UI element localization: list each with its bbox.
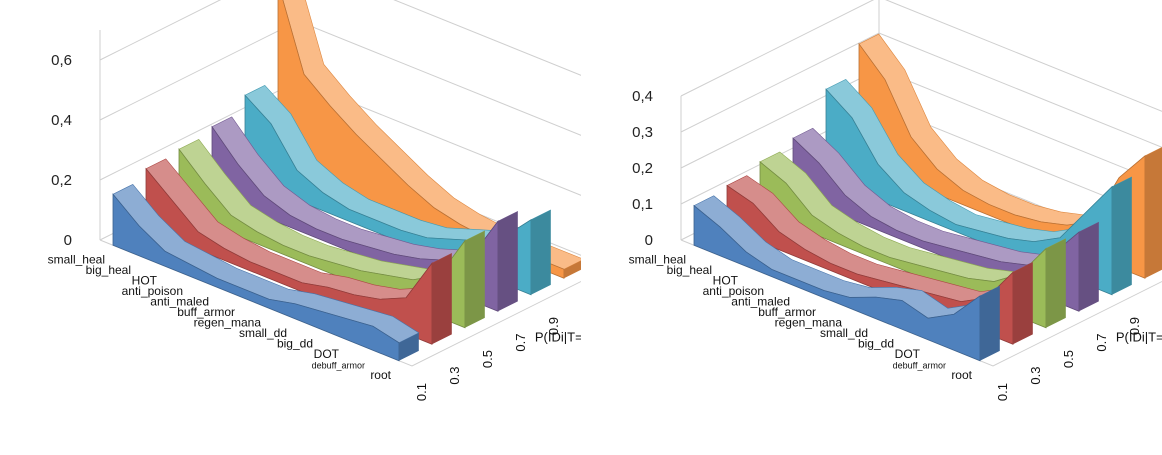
ribbon-end [1112, 176, 1132, 295]
y-tick-label: 0 [64, 232, 72, 249]
category-label: anti_poison [122, 284, 183, 298]
series-ribbon [112, 183, 420, 362]
depth-label: 0.7 [1094, 334, 1109, 352]
depth-label: 0.7 [513, 334, 528, 352]
ribbon-end [465, 230, 485, 328]
category-label: regen_mana [775, 315, 843, 329]
category-label: root [370, 368, 391, 382]
ribbon-front [759, 161, 1047, 329]
ribbon-front [277, 0, 565, 279]
ribbon-end [1145, 147, 1162, 279]
y-tick-label: 0,2 [632, 160, 653, 177]
category-label: big_dd [858, 336, 894, 350]
ribbon-end [432, 253, 452, 345]
ribbon-end [498, 211, 518, 312]
ribbon-end [980, 286, 1000, 361]
category-label: anti_maled [731, 294, 790, 308]
category-label: small_dd [239, 326, 287, 340]
category-label: DOT [314, 347, 340, 361]
gridline [99, 0, 581, 76]
depth-label: 0.1 [995, 383, 1010, 401]
category-label: small_heal [48, 252, 105, 266]
category-label: big_heal [667, 263, 712, 277]
depth-label: 0.9 [546, 317, 561, 335]
series-ribbon [759, 151, 1067, 329]
y-tick-label: 0 [645, 232, 653, 249]
ribbon-end [1046, 238, 1066, 328]
series-ribbon [825, 78, 1133, 296]
ribbon-end [564, 260, 581, 279]
ribbon-end [1013, 262, 1033, 345]
ribbon-end [531, 209, 551, 295]
chart-left: 0 0,2 0,4 0,6 small_healbig_healHOTanti_pois… [48, 0, 581, 401]
ribbon-front [178, 148, 466, 329]
depth-label: 0.99 [579, 301, 581, 326]
gridline [680, 0, 1162, 112]
ribbon-end [399, 332, 419, 361]
ribbon-front [244, 94, 532, 296]
category-label: small_dd [820, 326, 868, 340]
depth-label: 0.5 [1061, 350, 1076, 368]
depth-axis-title: P(IDi|T=i) [535, 330, 581, 345]
category-label: buff_armor [177, 305, 235, 319]
category-label: big_dd [277, 336, 313, 350]
depth-label: 0.3 [1028, 367, 1043, 385]
series-ribbon [178, 138, 486, 329]
depth-label: 0.9 [1127, 317, 1142, 335]
depth-label: 0.99 [1160, 301, 1162, 326]
series-ribbon [693, 195, 1000, 362]
category-label: anti_poison [703, 284, 764, 298]
depth-label: 0.5 [480, 350, 495, 368]
category-label: anti_maled [150, 294, 209, 308]
category-label: regen_mana [194, 315, 262, 329]
depth-axis-title: P(IDi|T=i) [1116, 330, 1162, 345]
y-tick-label: 0,4 [51, 112, 72, 129]
category-label: big_heal [86, 263, 131, 277]
series-ribbon [277, 0, 581, 279]
category-label: DOT [895, 347, 921, 361]
category-label: debuff_armor [312, 360, 365, 370]
ribbon-end [1079, 222, 1099, 312]
chart-right: 0 0,1 0,2 0,3 0,4 small_healbig_healHOTanti_p… [629, 0, 1162, 401]
ribbon-front [693, 204, 981, 362]
category-label: HOT [132, 273, 158, 287]
series-ribbon [211, 116, 519, 312]
y-tick-label: 0,1 [632, 196, 653, 213]
category-label: debuff_armor [893, 360, 946, 370]
depth-label: 0.1 [414, 383, 429, 401]
category-label: root [951, 368, 972, 382]
category-label: small_heal [629, 252, 686, 266]
y-tick-label: 0,2 [51, 172, 72, 189]
ribbon-front [792, 137, 1080, 312]
depth-label: 0.3 [447, 367, 462, 385]
y-tick-label: 0,4 [632, 88, 653, 105]
ribbon-front [145, 167, 433, 345]
category-label: HOT [713, 273, 739, 287]
ribbon-front [825, 88, 1113, 296]
ribbon-front [112, 193, 400, 362]
ribbon-front [211, 125, 499, 312]
y-tick-label: 0,3 [632, 124, 653, 141]
y-tick-label: 0,6 [51, 52, 72, 69]
series-ribbon [145, 158, 453, 345]
category-label: buff_armor [758, 305, 816, 319]
series-ribbon [792, 127, 1099, 312]
series-ribbon [244, 84, 551, 296]
